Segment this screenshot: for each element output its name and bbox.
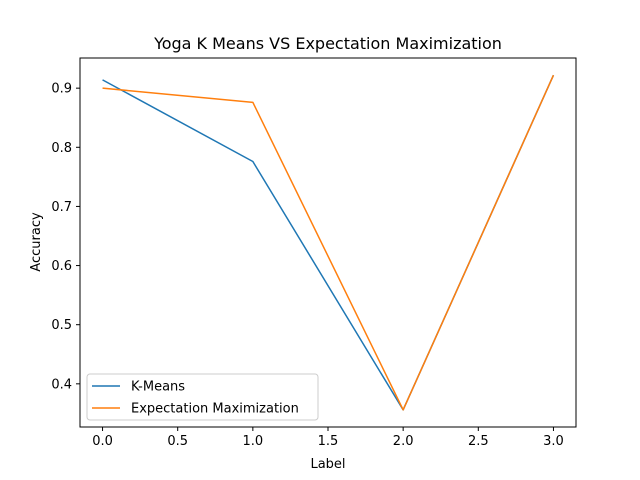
x-axis-ticks: 0.0 0.5 1.0 1.5 2.0 2.5 3.0 — [92, 427, 564, 449]
x-tick-label: 1.5 — [318, 434, 339, 449]
x-tick-label: 3.0 — [543, 434, 564, 449]
y-tick-label: 0.9 — [51, 82, 72, 97]
y-axis-label: Accuracy — [29, 212, 44, 272]
legend: K-Means Expectation Maximization — [86, 373, 319, 421]
legend-box — [86, 373, 319, 421]
x-tick-label: 0.5 — [167, 434, 188, 449]
x-tick-label: 1.0 — [243, 434, 264, 449]
chart-title: Yoga K Means VS Expectation Maximization — [153, 34, 502, 53]
series-line-expectation-maximization — [102, 74, 555, 411]
legend-label: Expectation Maximization — [131, 402, 299, 417]
plot-area-frame — [79, 57, 577, 428]
plot-lines — [102, 74, 555, 411]
x-tick-label: 0.0 — [92, 434, 113, 449]
legend-label: K-Means — [131, 380, 185, 395]
y-tick-label: 0.8 — [51, 141, 72, 156]
y-tick-label: 0.6 — [51, 259, 72, 274]
x-axis-label: Label — [310, 457, 345, 472]
x-tick-label: 2.0 — [393, 434, 414, 449]
y-tick-label: 0.5 — [51, 318, 72, 333]
y-tick-label: 0.7 — [51, 200, 72, 215]
y-axis-ticks: 0.4 0.5 0.6 0.7 0.8 0.9 — [51, 82, 80, 392]
y-tick-label: 0.4 — [51, 377, 72, 392]
x-tick-label: 2.5 — [468, 434, 489, 449]
